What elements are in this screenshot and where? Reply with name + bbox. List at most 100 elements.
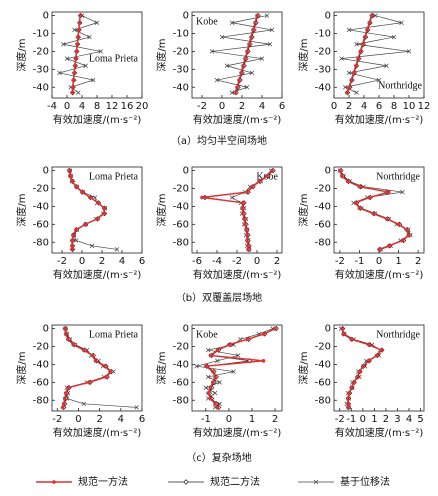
marker-dot: [95, 217, 99, 221]
y-axis-label: 深度/m: [15, 351, 28, 384]
marker-x: [343, 85, 348, 90]
panel-label: Northridge: [376, 171, 420, 182]
marker-x: [64, 56, 70, 61]
y-tick-label: -60: [315, 377, 331, 388]
marker-dot: [67, 168, 71, 173]
x-tick-label: 6: [376, 101, 382, 112]
x-tick-label: 4: [406, 414, 412, 425]
series-line: [341, 15, 410, 93]
marker-x: [134, 405, 139, 410]
marker-dot: [357, 184, 362, 189]
y-tick-label: -80: [173, 395, 189, 406]
marker-dot: [250, 184, 254, 189]
marker-x: [61, 42, 66, 47]
marker-x: [219, 34, 225, 40]
marker-dot: [70, 247, 74, 252]
marker-dot: [377, 247, 381, 252]
marker-dot: [245, 238, 249, 243]
marker-dot: [213, 375, 217, 379]
series-line: [204, 170, 274, 250]
y-tick-label: -40: [173, 82, 189, 93]
marker-dot: [349, 337, 354, 342]
marker-dot: [70, 90, 75, 95]
marker-dot: [243, 56, 247, 61]
marker-x: [399, 20, 404, 25]
marker-x: [373, 13, 378, 18]
marker-dot: [345, 179, 350, 184]
x-tick-label: 3: [394, 414, 400, 425]
marker-dot: [400, 238, 405, 243]
marker-dot: [347, 391, 351, 395]
marker-dot: [241, 211, 245, 216]
y-tick-label: -60: [173, 377, 189, 388]
x-tick-label: 2: [96, 414, 102, 425]
marker-dot: [270, 168, 274, 173]
y-tick-label: 0: [183, 11, 189, 22]
marker-dot: [355, 375, 359, 379]
marker-dot: [351, 71, 356, 75]
marker-dot: [76, 35, 80, 39]
x-tick-label: 4: [79, 101, 85, 112]
x-tick-label: -2: [57, 256, 67, 267]
marker-diamond: [183, 479, 189, 485]
marker-dot: [81, 348, 86, 352]
marker-dot: [360, 42, 365, 47]
marker-x: [57, 70, 62, 76]
panel-label: Loma Prieta: [89, 54, 139, 65]
marker-dot: [261, 332, 266, 336]
marker-dot: [366, 342, 371, 347]
x-tick-label: -4: [212, 256, 222, 267]
legend-label: 规范二方法: [210, 475, 260, 488]
plot-frame: [333, 324, 425, 412]
marker-dot: [96, 201, 100, 205]
x-tick-label: 4: [361, 101, 367, 112]
marker-dot: [241, 201, 245, 205]
marker-x: [92, 195, 98, 200]
caption: （b）双覆盖层场地: [176, 291, 262, 304]
marker-dot: [261, 359, 266, 363]
marker-dot: [239, 71, 243, 75]
marker-dot: [63, 332, 68, 336]
x-tick-label: 6: [139, 414, 145, 425]
marker-dot: [235, 85, 239, 90]
marker-dot: [243, 222, 247, 227]
marker-dot: [52, 480, 56, 484]
marker-dot: [70, 244, 74, 248]
marker-dot: [351, 380, 356, 385]
marker-dot: [87, 380, 91, 385]
y-tick-label: -40: [33, 201, 49, 212]
y-tick-label: -20: [315, 342, 331, 353]
y-tick-label: -30: [173, 64, 189, 75]
marker-x: [229, 195, 235, 200]
marker-dot: [371, 211, 375, 216]
marker-dot: [247, 42, 251, 47]
marker-x: [224, 63, 230, 68]
marker-dot: [227, 342, 231, 347]
marker-dot: [246, 247, 250, 252]
x-axis-label: 有效加速度/(m·s⁻²): [335, 268, 424, 281]
marker-dot: [215, 348, 220, 352]
marker-x: [346, 70, 352, 76]
marker-dot: [108, 369, 113, 374]
marker-dot: [386, 244, 391, 248]
y-tick-label: -80: [173, 237, 189, 248]
marker-dot: [208, 396, 213, 401]
marker-x: [212, 390, 218, 396]
x-tick-label: -2: [335, 256, 345, 267]
marker-dot: [73, 63, 77, 68]
marker-x: [259, 56, 265, 61]
x-tick-label: 2: [383, 414, 389, 425]
plot-frame: [51, 324, 143, 412]
marker-dot: [346, 405, 350, 410]
y-tick-label: -60: [173, 219, 189, 230]
marker-x: [217, 380, 222, 385]
x-tick-label: 16: [121, 101, 134, 112]
marker-x: [194, 363, 199, 369]
marker-x: [81, 401, 87, 407]
y-tick-label: -80: [33, 395, 49, 406]
series-line: [340, 328, 381, 408]
marker-dot: [78, 13, 82, 18]
y-tick-label: -20: [33, 46, 49, 57]
x-axis-label: 有效加速度/(m·s⁻²): [193, 113, 282, 126]
marker-dot: [200, 195, 204, 200]
